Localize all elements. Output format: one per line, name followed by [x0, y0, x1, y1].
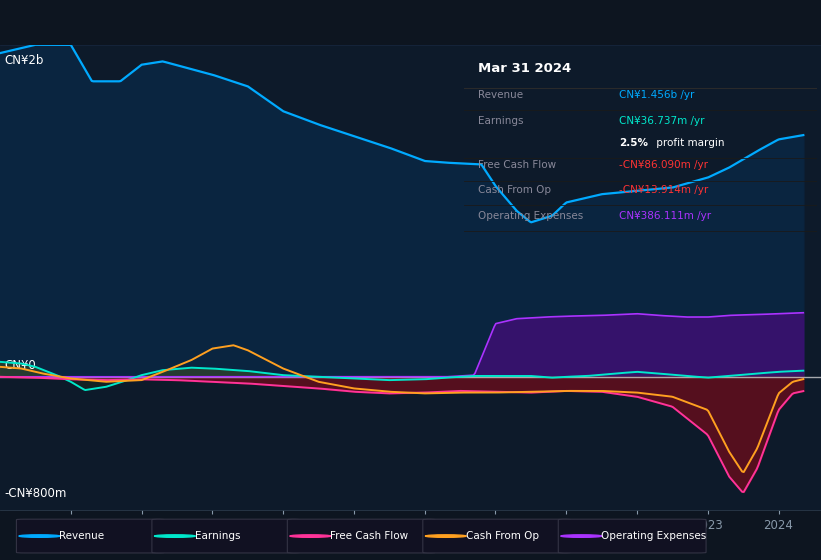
Text: Free Cash Flow: Free Cash Flow: [330, 531, 408, 541]
Text: -CN¥800m: -CN¥800m: [4, 487, 67, 500]
Text: Cash From Op: Cash From Op: [478, 185, 551, 195]
FancyBboxPatch shape: [16, 519, 164, 553]
Text: Revenue: Revenue: [59, 531, 104, 541]
Circle shape: [154, 535, 195, 538]
Text: CN¥36.737m /yr: CN¥36.737m /yr: [619, 116, 704, 126]
Text: CN¥0: CN¥0: [4, 359, 36, 372]
Circle shape: [19, 535, 60, 538]
Text: CN¥386.111m /yr: CN¥386.111m /yr: [619, 211, 711, 221]
Text: -CN¥13.914m /yr: -CN¥13.914m /yr: [619, 185, 709, 195]
Text: Earnings: Earnings: [478, 116, 524, 126]
Text: CN¥1.456b /yr: CN¥1.456b /yr: [619, 90, 695, 100]
FancyBboxPatch shape: [558, 519, 706, 553]
Circle shape: [561, 535, 602, 538]
FancyBboxPatch shape: [287, 519, 435, 553]
Text: Cash From Op: Cash From Op: [466, 531, 539, 541]
Circle shape: [290, 535, 331, 538]
Text: Earnings: Earnings: [195, 531, 240, 541]
Text: -CN¥86.090m /yr: -CN¥86.090m /yr: [619, 161, 709, 170]
Text: Revenue: Revenue: [478, 90, 523, 100]
Text: Operating Expenses: Operating Expenses: [601, 531, 706, 541]
Text: CN¥2b: CN¥2b: [4, 54, 44, 67]
Circle shape: [425, 535, 466, 538]
Text: profit margin: profit margin: [653, 138, 724, 148]
Text: 2.5%: 2.5%: [619, 138, 649, 148]
Text: Operating Expenses: Operating Expenses: [478, 211, 583, 221]
FancyBboxPatch shape: [423, 519, 571, 553]
Text: Mar 31 2024: Mar 31 2024: [478, 62, 571, 74]
Text: Free Cash Flow: Free Cash Flow: [478, 161, 556, 170]
FancyBboxPatch shape: [152, 519, 300, 553]
